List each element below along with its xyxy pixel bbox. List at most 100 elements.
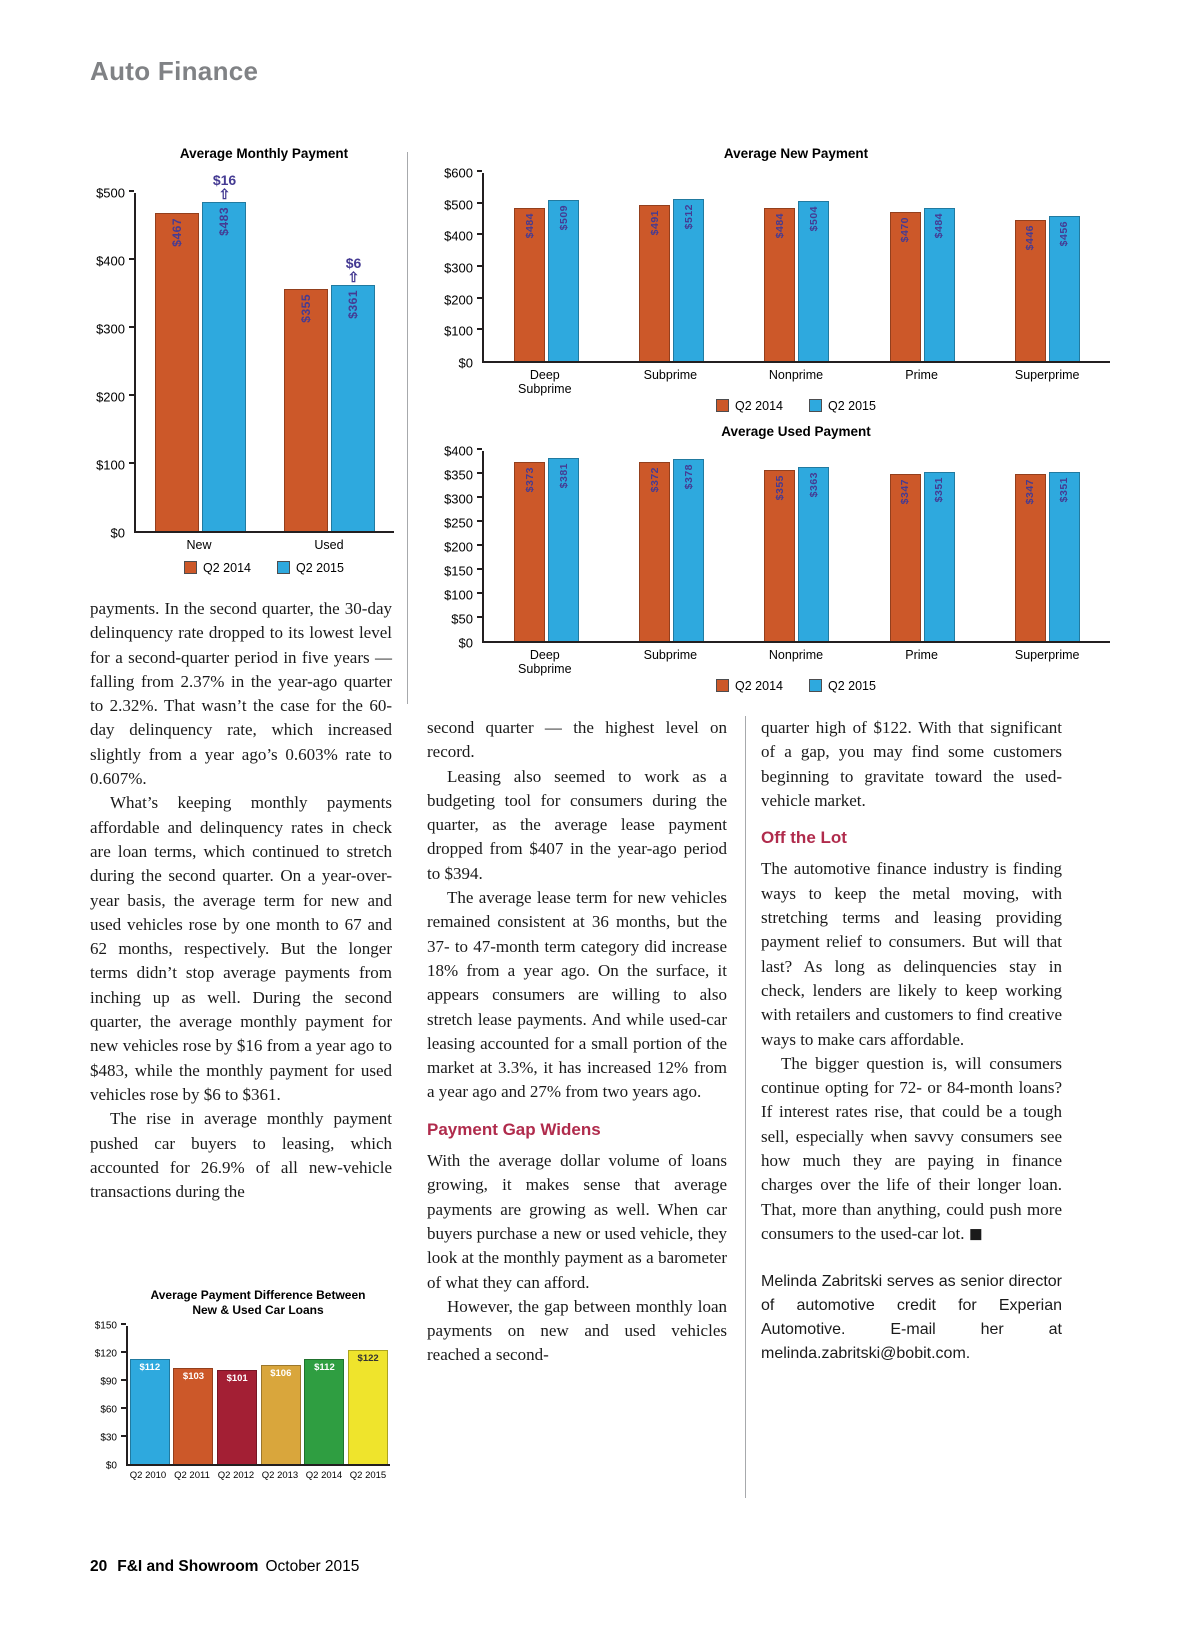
legend-label: Q2 2015 (296, 560, 344, 575)
x-axis-category-label: Deep Subprime (518, 647, 572, 676)
axis-tick (477, 495, 482, 498)
bar-value-label: $101 (226, 1372, 248, 1384)
bar-value-label: $484 (773, 212, 786, 238)
paragraph: quarter high of $122. With that signific… (761, 718, 1062, 810)
axis-tick (121, 1323, 126, 1325)
chart-legend: Q2 2014 Q2 2015 (482, 679, 1110, 693)
bar-value-label: $470 (899, 217, 912, 243)
bar-group: $446 $456 (991, 216, 1103, 361)
bar: $373 (514, 461, 546, 641)
bar-value-label: $122 (357, 1353, 379, 1365)
bar-value-label: $355 (773, 475, 786, 501)
x-axis-category-label: Superprime (1014, 367, 1080, 382)
legend-swatch (716, 679, 730, 693)
bar-group: $101 (216, 1369, 258, 1464)
axis-tick (477, 471, 482, 474)
y-axis-tick-label: $200 (444, 539, 473, 555)
bar: $483 (202, 202, 246, 531)
bar-value-label: $378 (682, 464, 695, 490)
axis-tick (121, 1379, 126, 1381)
bar-value-label: $512 (682, 203, 695, 230)
axis-tick (129, 461, 134, 464)
bar: $381 (548, 458, 580, 641)
bar-value-label: $484 (523, 212, 536, 238)
axis-tick (477, 169, 482, 172)
bar-group: $347 $351 (991, 472, 1103, 641)
legend-label: Q2 2014 (735, 398, 783, 413)
bar-group: $355 $363 (741, 466, 853, 641)
bar: $484 (923, 207, 955, 361)
chart-title: Average Monthly Payment (179, 146, 349, 161)
magazine-name: F&I and Showroom (117, 1558, 259, 1575)
bar-value-label: $381 (557, 463, 570, 489)
difference-label: $6 ⇧ (346, 256, 362, 285)
legend-item: Q2 2014 (716, 679, 783, 693)
plot-area: $484 $509 $491 $512 $484 $504 $470 $484 $446 $456 (477, 169, 1110, 363)
chart-average-monthly-payment: Average Monthly Payment $0 $100 $200 $300 $40… (88, 146, 394, 575)
bar-value-label: $355 (299, 294, 313, 324)
bar-group: $372 $378 (616, 459, 728, 641)
y-axis-tick-label: $300 (444, 491, 473, 507)
bar-group: $484 $509 (491, 199, 603, 361)
bar: $484 (514, 207, 546, 361)
bar: $347 (889, 474, 921, 641)
paragraph: The rise in average monthly payment push… (90, 1109, 392, 1202)
difference-label: $16 ⇧ (213, 173, 236, 202)
plot-area: $112 $103 $101 $106 $112 $122 (121, 1323, 390, 1466)
y-axis-tick-label: $300 (444, 260, 473, 276)
bar-value-label: $103 (182, 1370, 205, 1382)
axis-tick (477, 201, 482, 204)
legend-swatch (184, 561, 198, 575)
x-axis-category-label: Nonprime (768, 647, 824, 662)
legend-swatch (809, 679, 822, 693)
bar-value-label: $491 (648, 210, 661, 236)
page-number: 20 (90, 1558, 108, 1575)
bar-group: $106 (260, 1365, 302, 1464)
x-axis-category-label: Q2 2014 (305, 1470, 343, 1481)
bar: $446 (1014, 219, 1046, 361)
y-axis-tick-label: $500 (96, 185, 125, 201)
y-axis-tick-label: $100 (444, 323, 473, 339)
y-axis-tick-label: $0 (458, 355, 473, 371)
issue-date: October 2015 (265, 1558, 360, 1575)
y-axis-tick-label: $400 (444, 228, 473, 244)
paragraph: second quarter — the highest level on re… (427, 718, 727, 762)
x-axis-category-label: Q2 2012 (217, 1470, 255, 1481)
x-axis-category-label: Subprime (643, 647, 698, 662)
plot-area: $373 $381 $372 $378 $355 $363 $347 $351 $347 $351 (477, 447, 1110, 643)
bar: $106 (260, 1365, 301, 1464)
bar-value-label: $347 (1024, 479, 1037, 505)
y-axis-tick-label: $150 (444, 563, 473, 579)
axis-tick (129, 257, 134, 260)
paragraph: The automotive finance industry is findi… (761, 859, 1062, 1049)
bar: $347 (1014, 474, 1046, 641)
bar-value-label: $484 (933, 212, 946, 238)
x-axis-category-label: Prime (905, 367, 938, 382)
legend-item: Q2 2014 (184, 561, 251, 575)
article-column-right: quarter high of $122. With that signific… (761, 716, 1062, 1366)
bar-value-label: $467 (170, 218, 184, 248)
y-axis-tick-label: $300 (96, 321, 125, 337)
bar: $512 (673, 198, 705, 361)
y-axis-tick-label: $200 (444, 292, 473, 308)
bar-value-label: $106 (270, 1368, 292, 1380)
paragraph: The average lease term for new vehicles … (427, 888, 727, 1102)
bar-group: $373 $381 (491, 458, 603, 641)
bar-value-label: $361 (346, 290, 360, 320)
axis-tick (121, 1435, 126, 1437)
bar-value-label: $112 (139, 1362, 161, 1374)
y-axis-tick-label: $100 (444, 587, 473, 603)
y-axis-tick-label: $400 (96, 253, 125, 269)
vertical-divider (407, 152, 408, 704)
bar-value-label: $509 (557, 204, 570, 231)
chart-title: Average New Payment (723, 146, 869, 161)
legend-item: Q2 2015 (277, 561, 344, 575)
y-axis-tick-label: $60 (100, 1404, 117, 1416)
bar: $361 (331, 285, 375, 531)
page-footer: 20 F&I and Showroom October 2015 (90, 1558, 359, 1576)
bar-value-label: $347 (899, 479, 912, 505)
legend-item: Q2 2014 (716, 399, 783, 413)
bar-group: $103 (172, 1367, 214, 1464)
bar-group: $112 (303, 1359, 345, 1464)
bar-value-label: $483 (217, 207, 231, 237)
